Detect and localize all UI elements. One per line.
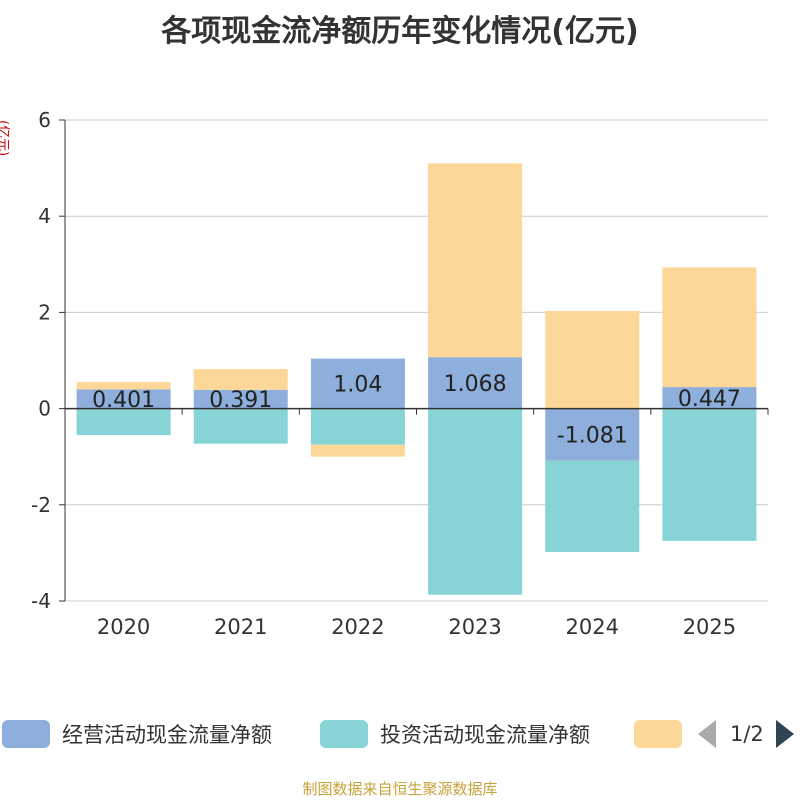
bar-2020-series-0 <box>76 389 171 409</box>
legend-item-financing[interactable] <box>634 716 694 752</box>
x-tick-label-2023: 2023 <box>448 615 501 639</box>
y-tick-label: 2 <box>38 300 51 324</box>
data-source-note: 制图数据来自恒生聚源数据库 <box>302 780 498 798</box>
bar-2024-series-0 <box>545 408 640 461</box>
legend-swatch-investing <box>320 720 368 748</box>
bar-2020-series-1 <box>76 408 171 436</box>
bar-2020-series-2 <box>76 382 171 390</box>
legend-label-investing: 投资活动现金流量净额 <box>380 723 590 747</box>
legend: 经营活动现金流量净额 投资活动现金流量净额 1/2 <box>0 716 800 756</box>
data-label-2020: 0.401 <box>92 388 155 413</box>
legend-pager: 1/2 <box>698 720 794 748</box>
bar-2021-series-0 <box>193 389 288 409</box>
chart-title: 各项现金流净额历年变化情况(亿元) <box>161 14 639 49</box>
y-tick-label: 0 <box>38 397 51 421</box>
bar-2023-series-0 <box>428 357 523 409</box>
y-tick-label: 4 <box>38 204 51 228</box>
legend-item-operating[interactable]: 经营活动现金流量净额 <box>2 716 272 752</box>
data-label-2022: 1.04 <box>333 373 382 398</box>
bar-2023-series-2 <box>428 163 523 358</box>
y-tick-label: 6 <box>38 108 51 132</box>
x-tick-label-2021: 2021 <box>214 615 267 639</box>
legend-page-indicator: 1/2 <box>730 722 764 746</box>
data-label-2024: -1.081 <box>557 424 628 449</box>
legend-swatch-operating <box>2 720 50 748</box>
stacked-bar-chart: -4 -2 0 2 4 6 0.401 0.391 1.04 1.068 -1.081 0.447 20… <box>31 108 769 639</box>
bar-2023-series-1 <box>428 408 523 595</box>
x-tick-label-2020: 2020 <box>97 615 150 639</box>
bar-2025-series-1 <box>662 408 757 541</box>
legend-label-operating: 经营活动现金流量净额 <box>62 723 272 747</box>
x-tick-label-2024: 2024 <box>566 615 619 639</box>
data-label-2025: 0.447 <box>678 387 741 412</box>
bar-2025-series-0 <box>662 387 757 409</box>
legend-next-arrow-icon[interactable] <box>775 720 794 748</box>
bar-2024-series-1 <box>545 460 640 552</box>
bar-2025-series-2 <box>662 267 757 388</box>
bar-2021-series-2 <box>193 369 288 390</box>
legend-swatch-financing <box>634 720 682 748</box>
bar-2022-series-1 <box>310 408 405 445</box>
legend-item-investing[interactable]: 投资活动现金流量净额 <box>320 716 590 752</box>
legend-prev-arrow-icon[interactable] <box>698 720 716 748</box>
data-label-2021: 0.391 <box>209 388 272 413</box>
bar-2022-series-2 <box>310 444 405 457</box>
x-tick-label-2022: 2022 <box>331 615 384 639</box>
data-label-2023: 1.068 <box>444 372 507 397</box>
y-tick-label: -2 <box>31 493 51 517</box>
bar-2024-series-2 <box>545 310 640 409</box>
bar-2022-series-0 <box>310 358 405 409</box>
bar-2021-series-1 <box>193 408 288 444</box>
y-tick-label: -4 <box>31 589 51 613</box>
x-tick-label-2025: 2025 <box>683 615 736 639</box>
